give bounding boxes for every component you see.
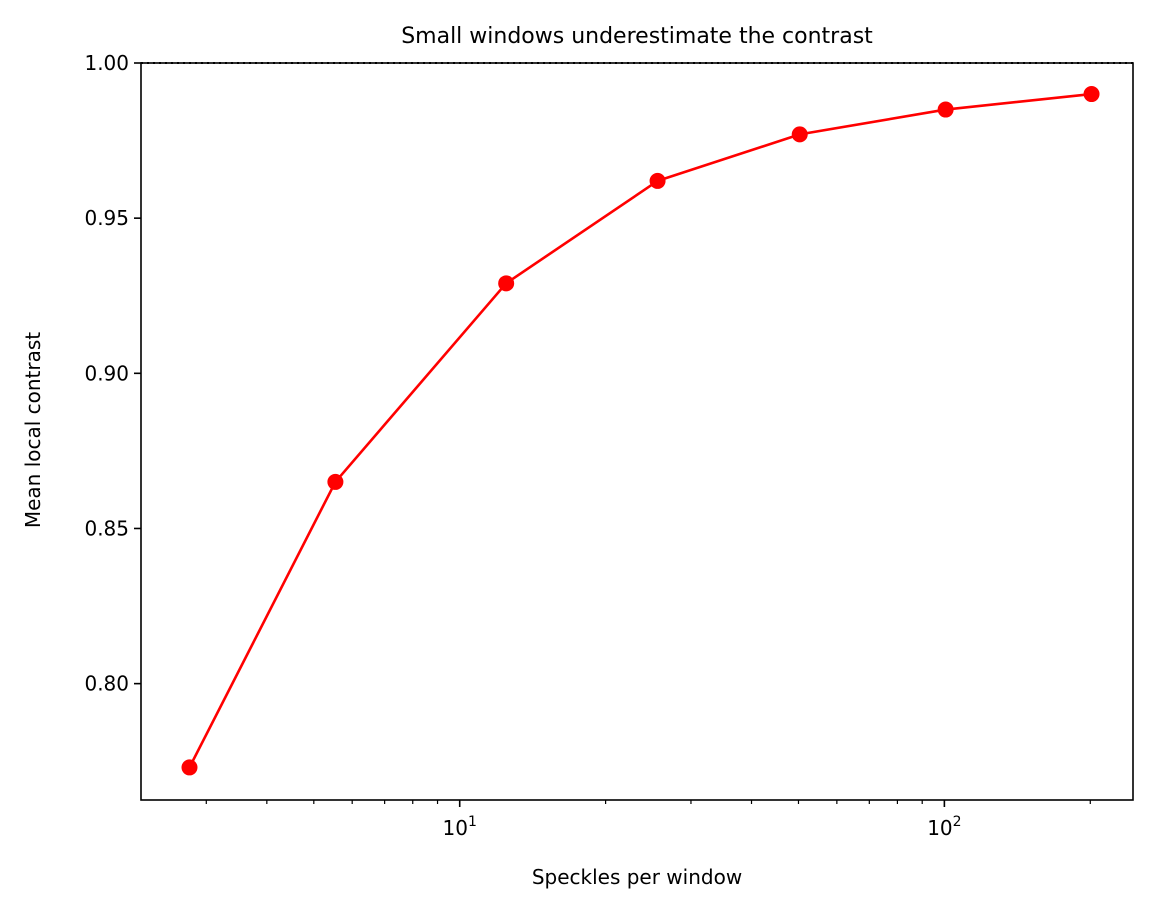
- x-axis-label: Speckles per window: [532, 865, 742, 889]
- data-point: [498, 275, 515, 292]
- data-point: [327, 473, 344, 490]
- chart-title: Small windows underestimate the contrast: [401, 24, 873, 49]
- y-axis-label: Mean local contrast: [21, 332, 45, 528]
- axes-frame: [140, 62, 1134, 801]
- plot-area: 0.80 0.85 0.90 0.95 1.00 101 102: [84, 51, 1134, 840]
- y-tick-label: 1.00: [84, 51, 129, 75]
- data-point: [937, 101, 954, 118]
- y-tick-label: 0.90: [84, 361, 129, 385]
- data-point: [791, 126, 808, 143]
- x-tick-label: 101: [443, 814, 477, 840]
- data-point: [1083, 86, 1100, 103]
- x-tick-label: 102: [927, 814, 961, 840]
- y-tick-label: 0.80: [84, 672, 129, 696]
- y-tick-label: 0.95: [84, 206, 129, 230]
- data-point: [181, 759, 198, 776]
- y-tick-label: 0.85: [84, 516, 129, 540]
- data-point: [649, 172, 666, 189]
